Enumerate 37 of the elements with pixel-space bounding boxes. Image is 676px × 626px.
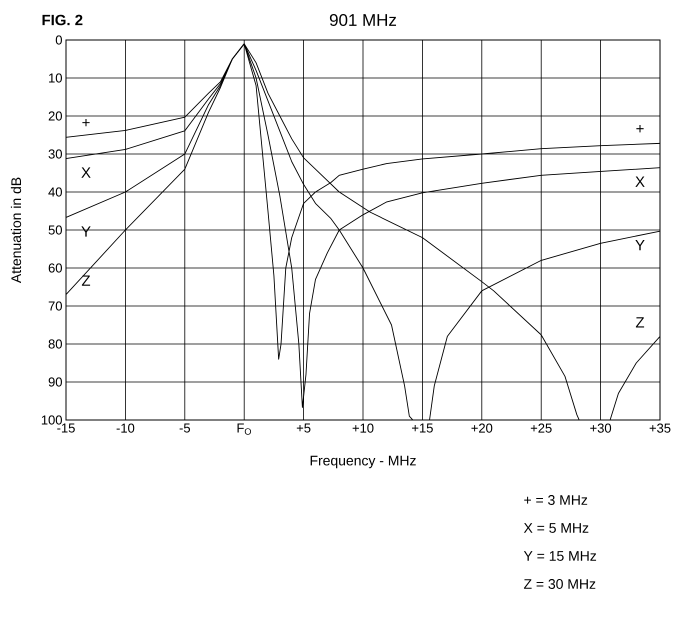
text: Z [636, 317, 644, 328]
y-tick-label: 10 [49, 73, 62, 83]
series-label: X [635, 176, 645, 187]
text: + [636, 125, 644, 132]
x-tick-label: -15 [57, 424, 75, 433]
text: Y = 15 MHz [524, 551, 596, 561]
text: Z = 30 MHz [524, 579, 596, 589]
x-tick-label: +15 [412, 424, 433, 433]
x-tick-label: +10 [352, 424, 374, 433]
y-tick-label: 30 [48, 149, 62, 159]
x-tick-label: +20 [471, 424, 492, 433]
x-tick-label: -5 [180, 424, 190, 433]
y-tick-label: 90 [48, 377, 62, 387]
x-tick-label: +35 [650, 424, 670, 433]
y-tick-label: 100 [42, 415, 62, 425]
x-tick-label: +30 [590, 424, 612, 433]
y-tick-label: 60 [48, 263, 62, 273]
series-label: Y [635, 240, 645, 250]
y-tick-label: 0 [56, 35, 62, 45]
x-axis-title: Frequency - MHz [310, 456, 416, 468]
x-tick-label: +25 [530, 424, 552, 433]
y-axis-title: Attenuation in dB [10, 178, 22, 284]
y-tick-label: 70 [48, 301, 62, 311]
y-tick-label: 20 [48, 111, 62, 121]
text: + = 3 MHz [524, 495, 588, 505]
x-tick-label: F$_{O}$ [238, 424, 251, 435]
y-tick-label: 80 [48, 339, 62, 349]
y-tick-label: 50 [48, 225, 62, 235]
text: X [81, 167, 91, 178]
chart-title: 901 MHz [330, 14, 396, 26]
x-tick-label: -10 [116, 424, 134, 433]
x-tick-label: +5 [296, 424, 310, 433]
caption: FIG. 2 [42, 14, 82, 26]
text: X = 5 MHz [524, 523, 588, 533]
series-label: + [82, 118, 90, 126]
series-label: Z [82, 275, 90, 286]
y-tick-label: 40 [48, 187, 62, 197]
